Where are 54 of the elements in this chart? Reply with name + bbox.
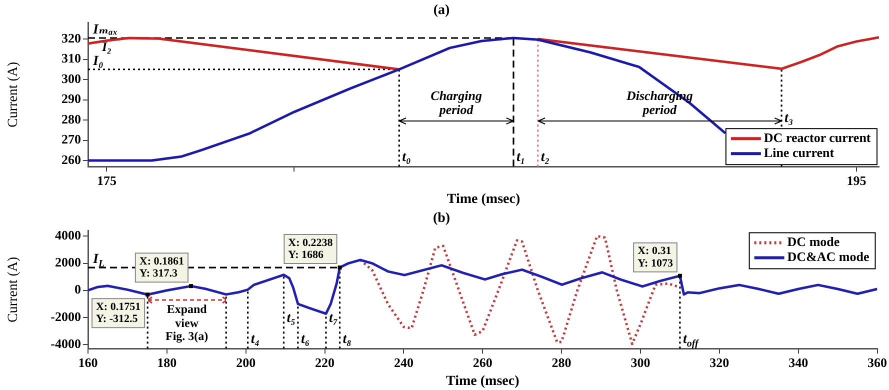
annotation: Expand view Fig. 3(a) (166, 302, 208, 344)
chart-title: (a) (433, 3, 450, 18)
ref-line-label: t₅ (286, 311, 296, 326)
annotation: X: 0.31 Y: 1073 (638, 245, 674, 270)
y-axis-title: Current (A) (6, 62, 22, 128)
ref-line-label: t₇ (328, 311, 338, 326)
line-series (359, 234, 682, 346)
ref-line-label: t₄ (250, 332, 260, 348)
y-tick-label: 320 (62, 30, 81, 46)
x-tick-label: 160 (78, 354, 98, 370)
x-tick-label: 260 (472, 354, 492, 370)
y-tick-label: 4000 (55, 228, 81, 243)
y-tick-label: 290 (62, 91, 81, 106)
annotation: Charging period (430, 88, 483, 118)
x-tick-label: 240 (394, 354, 414, 370)
legend-label: Line current (764, 144, 835, 160)
legend-label: DC reactor current (764, 130, 872, 145)
ref-line-label: t₈ (342, 332, 352, 348)
y-tick-label: 2000 (55, 254, 81, 270)
legend-label: DC mode (787, 234, 840, 250)
y-tick-label: 270 (62, 132, 81, 147)
y-tick-label: 260 (62, 152, 81, 167)
ref-line-label: t₂ (540, 150, 550, 166)
x-tick-label: 175 (96, 172, 117, 188)
x-tick-label: 200 (236, 354, 256, 370)
x-tick-label: 220 (315, 354, 335, 370)
ref-line-label: t₃ (784, 111, 794, 126)
y-tick-label: 300 (62, 70, 81, 86)
ref-line-label: Iₘₐₓ (92, 22, 118, 38)
annotation: X: 0.2238 Y: 1686 (288, 236, 334, 261)
x-tick-label: 320 (710, 354, 730, 370)
chart-title: (b) (432, 211, 450, 226)
ref-line-label: t₁ (516, 150, 526, 166)
x-tick-label: 180 (157, 354, 177, 370)
x-tick-label: 300 (630, 354, 650, 370)
annotation: X: 0.1861 Y: 317.3 (139, 255, 184, 280)
y-tick-label: 0 (74, 282, 81, 297)
y-tick-label: -4000 (50, 336, 81, 351)
annotation: X: 0.1751 Y: -312.5 (96, 300, 141, 326)
x-tick-label: 195 (846, 172, 867, 188)
y-tick-label: 280 (62, 111, 81, 126)
x-axis-title: Time (msec) (446, 192, 520, 208)
annotation: I₂ (102, 38, 112, 54)
ref-line-label: t₆ (300, 332, 310, 348)
x-tick-label: 280 (552, 354, 572, 370)
x-tick-label: 360 (868, 354, 887, 370)
y-tick-label: 310 (62, 50, 81, 66)
ref-line-label: t₀ (402, 150, 412, 166)
x-axis-title: Time (msec) (446, 374, 520, 390)
ref-line-label: I₀ (92, 54, 104, 69)
y-tick-label: -2000 (50, 308, 81, 324)
y-axis-title: Current (A) (6, 256, 22, 323)
x-tick-label: 340 (788, 354, 808, 370)
legend-label: DC&AC mode (787, 249, 870, 264)
